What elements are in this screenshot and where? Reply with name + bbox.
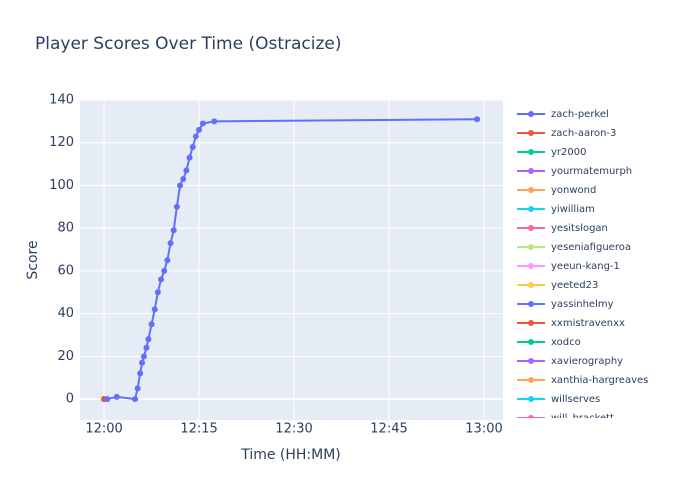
y-tick-label: 100: [49, 178, 74, 193]
legend-marker: [528, 111, 534, 117]
data-point: [183, 167, 190, 174]
grid: 0 20 40 60 80 100 120 140 12:00 12:15 12:30 12:45 13…: [49, 93, 503, 437]
data-point: [140, 353, 147, 360]
data-point: [167, 240, 174, 247]
plot: [101, 116, 481, 403]
data-point: [158, 276, 165, 283]
legend-label: xxmistravenxx: [551, 318, 625, 329]
legend-label: yesitslogan: [551, 223, 608, 234]
x-tick-label: 12:45: [370, 422, 407, 437]
data-point: [132, 396, 139, 403]
data-point: [186, 154, 193, 161]
legend-marker: [528, 244, 534, 250]
data-point: [173, 203, 180, 210]
legend-marker: [528, 377, 534, 383]
legend-marker: [528, 320, 534, 326]
legend-label: zach-perkel: [551, 109, 609, 120]
data-point: [474, 116, 481, 123]
y-tick-label: 40: [57, 306, 74, 321]
legend-marker: [528, 187, 534, 193]
data-point: [211, 118, 218, 125]
data-point: [164, 257, 171, 264]
legend-marker: [528, 358, 534, 364]
y-tick-label: 80: [57, 221, 74, 236]
legend-marker: [528, 263, 534, 269]
data-point: [148, 321, 155, 328]
legend-label: yassinhelmy: [551, 299, 614, 310]
legend-marker: [528, 396, 534, 402]
legend-label: willserves: [551, 394, 600, 405]
series-line: [107, 118, 478, 401]
data-point: [143, 344, 150, 351]
legend-label: yeeun-kang-1: [551, 261, 620, 272]
y-tick-label: 140: [49, 93, 74, 108]
data-point: [177, 182, 184, 189]
data-point: [161, 267, 168, 274]
legend-label: xodco: [551, 337, 581, 348]
data-point: [170, 227, 177, 234]
legend-label: yeeted23: [551, 280, 598, 291]
data-point: [180, 176, 187, 183]
legend-marker: [528, 301, 534, 307]
x-tick-label: 13:00: [465, 422, 502, 437]
legend-label: yr2000: [551, 147, 586, 158]
legend-label: xanthia-hargreaves: [551, 375, 648, 386]
data-point: [192, 133, 199, 140]
data-point: [189, 143, 196, 150]
x-tick-label: 12:30: [275, 422, 312, 437]
x-axis-title: Time (HH:MM): [240, 447, 341, 463]
data-point: [151, 306, 158, 313]
y-tick-label: 0: [66, 392, 74, 407]
data-point: [137, 370, 144, 377]
legend-marker: [528, 130, 534, 136]
legend-marker: [528, 149, 534, 155]
data-point: [154, 289, 161, 296]
legend-marker: [528, 206, 534, 212]
data-point: [139, 359, 146, 366]
legend-label: yonwond: [551, 185, 596, 196]
y-tick-label: 20: [57, 349, 74, 364]
legend-label: yourmatemurph: [551, 166, 632, 177]
legend: zach-perkel zach-aaron-3 yr2000 yourmatemur…: [517, 109, 648, 424]
data-point: [134, 385, 141, 392]
data-point: [113, 393, 120, 400]
data-point: [145, 336, 152, 343]
legend-marker: [528, 168, 534, 174]
x-tick-label: 12:15: [180, 422, 217, 437]
x-tick-label: 12:00: [85, 422, 122, 437]
y-axis-title: Score: [25, 240, 41, 279]
legend-label: zach-aaron-3: [551, 128, 616, 139]
data-point: [196, 126, 203, 133]
data-point: [199, 120, 206, 127]
chart-title: Player Scores Over Time (Ostracize): [35, 34, 342, 54]
legend-label: will_brackett: [551, 413, 614, 424]
data-point: [104, 396, 111, 403]
legend-marker: [528, 282, 534, 288]
legend-marker: [528, 339, 534, 345]
legend-marker: [528, 415, 534, 418]
y-tick-label: 60: [57, 263, 74, 278]
y-tick-label: 120: [49, 135, 74, 150]
legend-label: yeseniafigueroa: [551, 242, 631, 253]
legend-label: xavierography: [551, 356, 623, 367]
plot-area: [80, 100, 503, 420]
legend-marker: [528, 225, 534, 231]
legend-label: yiwilliam: [551, 204, 595, 215]
